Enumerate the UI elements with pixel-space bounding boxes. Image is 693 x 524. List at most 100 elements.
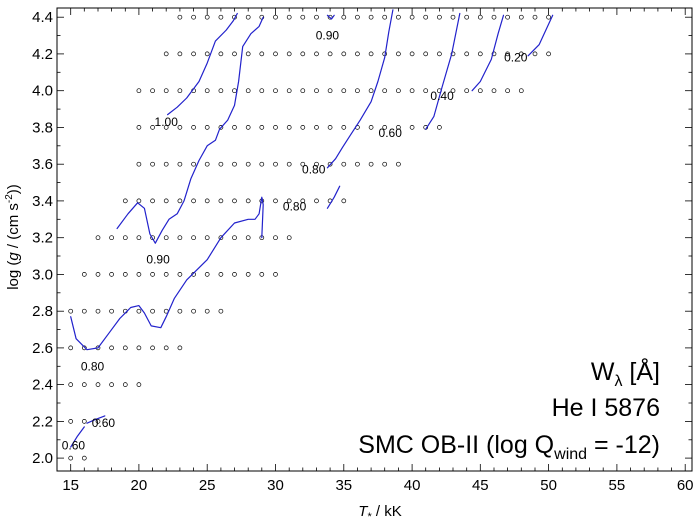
grid-points bbox=[68, 14, 551, 461]
grid-point bbox=[163, 198, 169, 204]
grid-point bbox=[273, 125, 278, 130]
contour-line bbox=[326, 14, 335, 20]
x-axis-title-symbol: T bbox=[358, 503, 369, 520]
grid-point bbox=[300, 14, 306, 20]
grid-point bbox=[286, 198, 292, 204]
grid-point bbox=[546, 14, 551, 20]
grid-point bbox=[204, 308, 210, 314]
grid-point bbox=[218, 235, 224, 241]
grid-point bbox=[491, 51, 497, 57]
grid-point bbox=[177, 198, 183, 204]
grid-point bbox=[204, 161, 210, 167]
contour-line bbox=[326, 9, 394, 169]
grid-point bbox=[136, 125, 142, 130]
grid-point bbox=[286, 125, 292, 130]
grid-point bbox=[136, 308, 142, 314]
contour-label: 1.00 bbox=[155, 115, 179, 129]
grid-point bbox=[218, 14, 224, 20]
grid-point bbox=[423, 51, 429, 57]
contour-line bbox=[471, 14, 505, 92]
x-tick-label: 35 bbox=[335, 477, 352, 494]
grid-point bbox=[245, 198, 251, 204]
grid-point bbox=[191, 51, 196, 57]
grid-point bbox=[368, 51, 374, 57]
plot-frame bbox=[56, 7, 693, 472]
grid-point bbox=[81, 272, 87, 277]
grid-point bbox=[396, 125, 401, 130]
contour-labels: 0.60 0.60 0.80 0.90 1.00 0.90 0.80 0.80 0.60 0.40… bbox=[62, 29, 528, 453]
y-tick-label: 3.4 bbox=[32, 193, 53, 210]
grid-point bbox=[300, 125, 306, 130]
x-tick-label: 25 bbox=[199, 477, 216, 494]
grid-point bbox=[150, 88, 155, 94]
grid-point bbox=[382, 14, 388, 20]
grid-point bbox=[368, 125, 374, 130]
grid-point bbox=[327, 125, 333, 130]
y-axis-title-exponent: -2 bbox=[4, 194, 15, 203]
grid-point bbox=[273, 51, 278, 57]
grid-point bbox=[409, 51, 415, 57]
grid-point bbox=[409, 125, 415, 130]
grid-point bbox=[218, 272, 224, 277]
grid-point bbox=[81, 455, 87, 461]
grid-point bbox=[286, 51, 292, 57]
contour-label: 0.80 bbox=[81, 359, 105, 373]
grid-point bbox=[177, 125, 183, 130]
grid-point bbox=[341, 125, 347, 130]
grid-point bbox=[409, 88, 415, 94]
contour-line bbox=[116, 16, 264, 244]
contour-line bbox=[86, 415, 106, 424]
grid-point bbox=[437, 14, 442, 20]
grid-point bbox=[191, 125, 196, 130]
grid-point bbox=[136, 272, 142, 277]
grid-point bbox=[259, 51, 265, 57]
grid-point bbox=[177, 345, 183, 351]
grid-point bbox=[204, 198, 210, 204]
annotation-line-3: SMC OB-II (log Qwind = -12) bbox=[358, 431, 660, 463]
annotation-line-2: He I 5876 bbox=[552, 394, 660, 422]
grid-point bbox=[396, 161, 401, 167]
grid-point bbox=[191, 161, 196, 167]
grid-point bbox=[314, 14, 319, 20]
grid-point bbox=[95, 272, 101, 277]
contour-label: 0.60 bbox=[92, 416, 116, 430]
grid-point bbox=[232, 235, 237, 241]
grid-point bbox=[368, 88, 374, 94]
grid-point bbox=[177, 161, 183, 167]
x-axis-title-subscript: * bbox=[367, 511, 372, 523]
grid-point bbox=[341, 198, 347, 204]
y-tick-label: 2.2 bbox=[32, 413, 53, 430]
grid-point bbox=[232, 272, 237, 277]
y-axis-title-mid: / (cm s bbox=[5, 203, 22, 252]
grid-point bbox=[314, 161, 319, 167]
grid-point bbox=[122, 272, 128, 277]
grid-point bbox=[355, 161, 360, 167]
y-tick-label: 2.8 bbox=[32, 303, 53, 320]
grid-point bbox=[218, 161, 224, 167]
contour-label: 0.80 bbox=[302, 163, 326, 177]
grid-point bbox=[150, 125, 155, 130]
y-tick-label: 3.6 bbox=[32, 156, 53, 173]
grid-point bbox=[122, 198, 128, 204]
grid-point bbox=[532, 14, 538, 20]
grid-point bbox=[273, 272, 278, 277]
grid-point bbox=[437, 51, 442, 57]
grid-point bbox=[355, 51, 360, 57]
contour-label: 0.90 bbox=[146, 253, 170, 267]
grid-point bbox=[150, 308, 155, 314]
grid-point bbox=[259, 272, 265, 277]
grid-point bbox=[136, 161, 142, 167]
grid-point bbox=[518, 88, 524, 94]
grid-point bbox=[136, 345, 142, 351]
grid-point bbox=[273, 88, 278, 94]
y-tick-label: 2.4 bbox=[32, 377, 53, 394]
grid-point bbox=[450, 14, 456, 20]
grid-point bbox=[341, 51, 347, 57]
grid-point bbox=[163, 125, 169, 130]
y-tick-label: 4.0 bbox=[32, 83, 53, 100]
contour-label: 0.40 bbox=[430, 89, 454, 103]
grid-point bbox=[314, 88, 319, 94]
grid-point bbox=[191, 198, 196, 204]
grid-point bbox=[136, 88, 142, 94]
